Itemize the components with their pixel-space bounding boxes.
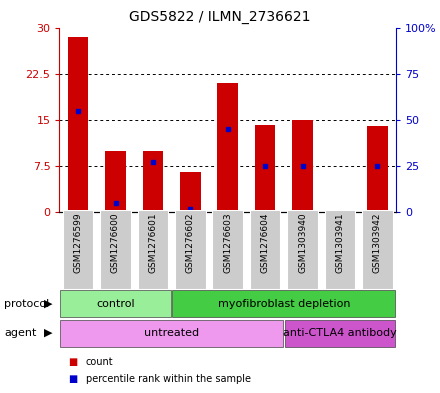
- Bar: [105, 151, 126, 212]
- Text: ▶: ▶: [44, 328, 53, 338]
- Text: count: count: [86, 356, 114, 367]
- Bar: [60, 290, 171, 317]
- Text: GSM1303941: GSM1303941: [335, 213, 345, 273]
- Text: untreated: untreated: [144, 328, 199, 338]
- Bar: [250, 210, 280, 289]
- Bar: [292, 120, 313, 212]
- Text: GSM1303942: GSM1303942: [373, 213, 382, 273]
- Text: myofibroblast depletion: myofibroblast depletion: [217, 299, 350, 309]
- Text: GSM1276602: GSM1276602: [186, 213, 195, 273]
- Text: GSM1276601: GSM1276601: [148, 213, 158, 273]
- Text: ■: ■: [68, 374, 77, 384]
- Bar: [143, 151, 163, 212]
- Bar: [325, 210, 355, 289]
- Bar: [213, 210, 243, 289]
- Bar: [255, 125, 275, 212]
- Text: GSM1276603: GSM1276603: [223, 213, 232, 273]
- Bar: [362, 210, 392, 289]
- Text: ■: ■: [68, 356, 77, 367]
- Bar: [175, 210, 205, 289]
- Text: anti-CTLA4 antibody: anti-CTLA4 antibody: [283, 328, 397, 338]
- Text: GSM1303940: GSM1303940: [298, 213, 307, 273]
- Text: GSM1276604: GSM1276604: [260, 213, 270, 273]
- Bar: [287, 210, 318, 289]
- Bar: [60, 320, 283, 347]
- Text: percentile rank within the sample: percentile rank within the sample: [86, 374, 251, 384]
- Text: GSM1276600: GSM1276600: [111, 213, 120, 273]
- Bar: [63, 210, 93, 289]
- Bar: [217, 83, 238, 212]
- Text: GSM1276599: GSM1276599: [73, 213, 83, 273]
- Bar: [367, 126, 388, 212]
- Text: GDS5822 / ILMN_2736621: GDS5822 / ILMN_2736621: [129, 10, 311, 24]
- Text: ▶: ▶: [44, 299, 53, 309]
- Bar: [68, 37, 88, 212]
- Text: control: control: [96, 299, 135, 309]
- Bar: [100, 210, 131, 289]
- Bar: [285, 320, 395, 347]
- Bar: [180, 172, 201, 212]
- Text: agent: agent: [4, 328, 37, 338]
- Bar: [138, 210, 168, 289]
- Bar: [172, 290, 395, 317]
- Text: protocol: protocol: [4, 299, 50, 309]
